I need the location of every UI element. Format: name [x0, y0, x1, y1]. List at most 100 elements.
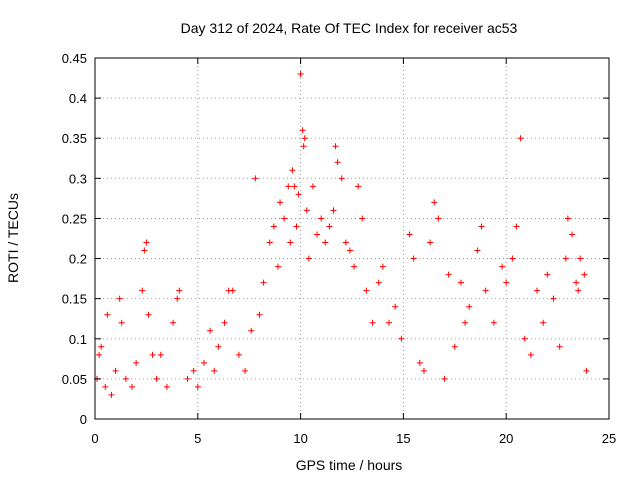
- data-point: [295, 191, 302, 198]
- data-point: [248, 327, 255, 334]
- data-point: [139, 287, 146, 294]
- y-tick-label: 0.4: [69, 91, 87, 106]
- data-point: [351, 263, 358, 270]
- data-point: [170, 319, 177, 326]
- data-point: [338, 175, 345, 182]
- data-point: [194, 383, 201, 390]
- data-point: [435, 215, 442, 222]
- data-point: [122, 375, 129, 382]
- data-point: [322, 239, 329, 246]
- data-point: [482, 287, 489, 294]
- data-point: [207, 327, 214, 334]
- data-point: [270, 223, 277, 230]
- data-point: [300, 143, 307, 150]
- data-point: [564, 215, 571, 222]
- data-point: [299, 127, 306, 134]
- axis-ticks: 0 5 10 15 20 25 0 0.05 0.1 0.15 0.2 0.25 0.3 0.35 0.4 0…: [62, 51, 617, 446]
- data-point: [301, 135, 308, 142]
- data-point: [550, 295, 557, 302]
- data-point: [289, 167, 296, 174]
- data-point: [129, 383, 136, 390]
- data-point: [490, 319, 497, 326]
- y-tick-label: 0.3: [69, 171, 87, 186]
- data-point: [346, 247, 353, 254]
- data-point: [287, 239, 294, 246]
- data-point: [427, 239, 434, 246]
- data-point: [291, 183, 298, 190]
- data-point: [281, 215, 288, 222]
- data-point: [398, 335, 405, 342]
- data-point: [577, 255, 584, 262]
- data-point: [583, 367, 590, 374]
- data-point: [330, 207, 337, 214]
- data-point: [252, 175, 259, 182]
- data-point: [112, 367, 119, 374]
- x-tick-label: 20: [499, 431, 513, 446]
- y-tick-label: 0.05: [62, 372, 87, 387]
- data-point: [474, 247, 481, 254]
- x-axis-label: GPS time / hours: [296, 457, 403, 473]
- data-point: [359, 215, 366, 222]
- data-point: [163, 383, 170, 390]
- chart-title: Day 312 of 2024, Rate Of TEC Index for r…: [181, 20, 518, 36]
- data-point: [581, 271, 588, 278]
- data-point: [457, 279, 464, 286]
- data-points: [94, 71, 590, 398]
- data-point: [274, 263, 281, 270]
- data-point: [441, 375, 448, 382]
- data-point: [355, 183, 362, 190]
- data-point: [118, 319, 125, 326]
- data-point: [410, 255, 417, 262]
- data-point: [375, 279, 382, 286]
- data-point: [363, 287, 370, 294]
- data-point: [285, 183, 292, 190]
- data-point: [318, 215, 325, 222]
- data-point: [104, 311, 111, 318]
- data-point: [266, 239, 273, 246]
- x-tick-label: 15: [396, 431, 410, 446]
- data-point: [184, 375, 191, 382]
- data-point: [499, 263, 506, 270]
- plot-frame: [94, 57, 610, 420]
- data-point: [98, 343, 105, 350]
- data-point: [379, 263, 386, 270]
- data-point: [416, 359, 423, 366]
- y-tick-label: 0.1: [69, 332, 87, 347]
- data-point: [303, 207, 310, 214]
- data-point: [277, 199, 284, 206]
- data-point: [342, 239, 349, 246]
- data-point: [466, 303, 473, 310]
- data-point: [190, 367, 197, 374]
- data-point: [108, 391, 115, 398]
- data-point: [431, 199, 438, 206]
- data-point: [174, 295, 181, 302]
- data-point: [326, 223, 333, 230]
- data-point: [392, 303, 399, 310]
- data-point: [141, 247, 148, 254]
- data-point: [534, 287, 541, 294]
- data-point: [145, 311, 152, 318]
- data-point: [334, 159, 341, 166]
- data-point: [133, 359, 140, 366]
- data-point: [521, 335, 528, 342]
- data-point: [527, 351, 534, 358]
- y-tick-label: 0: [80, 412, 87, 427]
- data-point: [562, 255, 569, 262]
- data-point: [478, 223, 485, 230]
- data-point: [309, 183, 316, 190]
- y-tick-label: 0.25: [62, 211, 87, 226]
- data-point: [509, 255, 516, 262]
- data-point: [513, 223, 520, 230]
- data-point: [540, 319, 547, 326]
- data-point: [420, 367, 427, 374]
- data-point: [143, 239, 150, 246]
- data-point: [503, 279, 510, 286]
- y-tick-label: 0.2: [69, 252, 87, 267]
- data-point: [102, 383, 109, 390]
- data-point: [305, 255, 312, 262]
- x-tick-label: 5: [194, 431, 201, 446]
- data-point: [517, 135, 524, 142]
- y-tick-label: 0.45: [62, 51, 87, 66]
